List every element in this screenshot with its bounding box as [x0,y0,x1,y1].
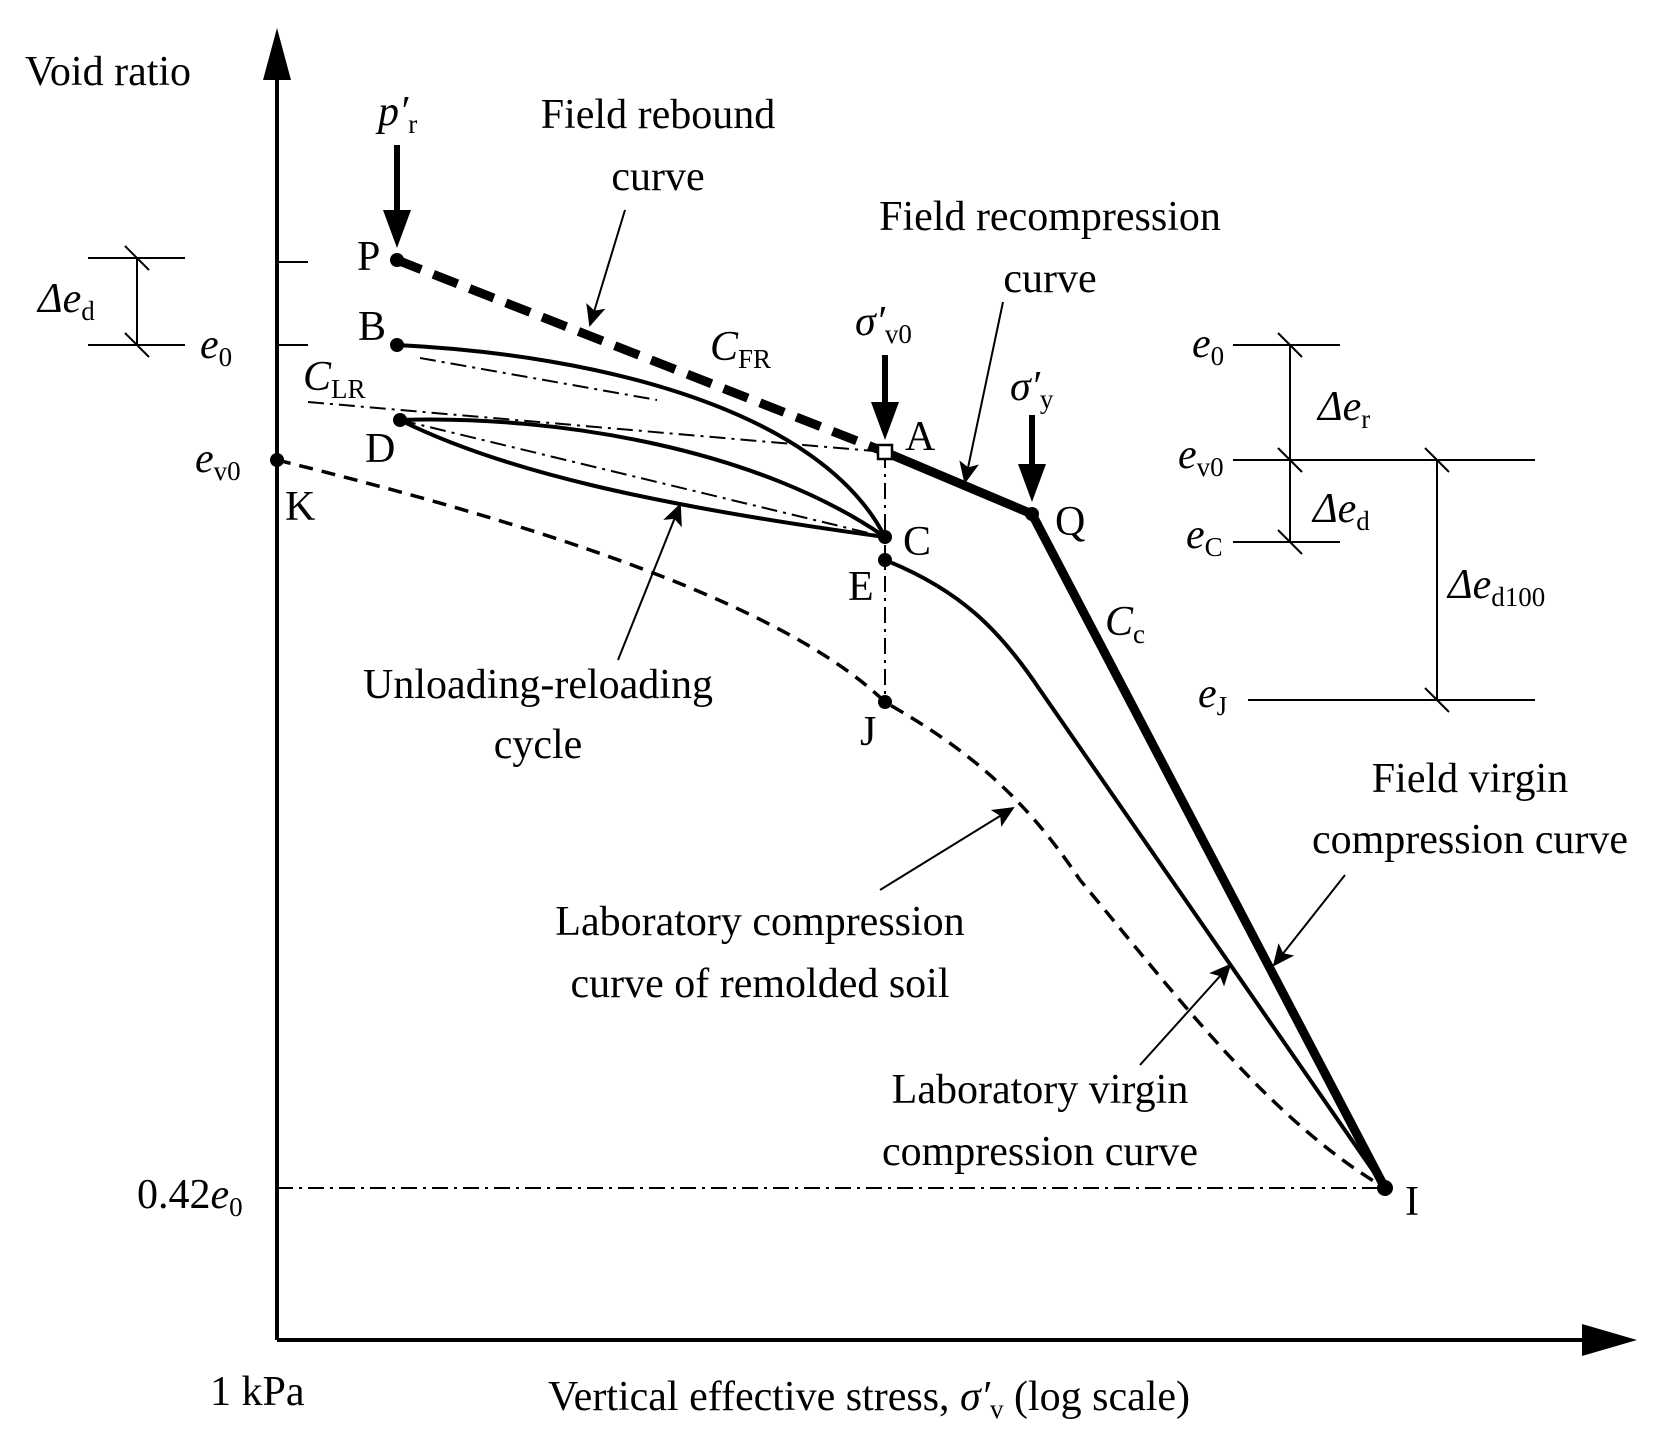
right-ej-label: eJ [1198,671,1227,721]
point-k [270,453,284,467]
delta-ed-bracket-left [88,245,185,358]
point-c [878,530,892,544]
points [270,253,1393,1196]
label-i: I [1405,1179,1419,1225]
field-virgin-pointer [1272,874,1346,967]
field-rebound-pointer [586,209,626,327]
guide-b-segment [419,357,658,401]
point-q [1025,507,1039,521]
right-scale-lines [1233,332,1535,713]
x-origin-label: 1 kPa [210,1369,305,1415]
cc-label: Cc [1105,599,1145,649]
pr-arrow-head [383,210,411,248]
right-e0-label: e0 [1192,321,1224,371]
field-recompression-label-2: curve [1003,256,1096,302]
label-b: B [358,304,386,350]
stress-arrows [383,145,1046,502]
lab-remolded-label-2: curve of remolded soil [570,961,949,1007]
y-axis-label: Void ratio [25,49,191,95]
left-reference-ticks [277,261,308,346]
field-virgin-label-2: compression curve [1312,817,1628,863]
field-recompression-pointer [959,301,1004,484]
unloading-curve [399,417,887,539]
point-p [390,253,404,267]
label-q: Q [1055,499,1085,545]
x-axis-arrowhead [1582,1324,1637,1356]
unloading-reloading-label-2: cycle [494,722,583,768]
label-d: D [365,426,395,472]
delta-ed100-label: Δed100 [1446,562,1545,612]
ev0-left-label: ev0 [195,436,241,486]
label-p: P [357,234,380,280]
pr-label: p′r [375,89,417,139]
reloading-curve [399,418,886,539]
point-labels: P B D K A C E J Q I [285,234,1419,1225]
label-k: K [285,484,315,530]
field-rebound-curve [395,255,887,457]
point-e [878,553,892,567]
guide-lines [277,357,1385,1189]
field-rebound-label-1: Field rebound [541,92,775,138]
field-rebound-label-2: curve [611,154,704,200]
clr-label: CLR [303,354,366,404]
axes [263,28,1637,1356]
field-virgin-label-1: Field virgin [1372,756,1568,802]
sv0-label: σ′v0 [855,299,912,349]
point-b [390,338,404,352]
guide-clr-line [307,401,886,453]
cfr-label: CFR [710,324,771,374]
point-j [878,695,892,709]
x-axis-label: Vertical effective stress, σ′v (log scal… [548,1374,1190,1424]
guide-d-to-c [399,419,886,538]
lab-virgin-label-2: compression curve [882,1129,1198,1175]
right-ec-label: eC [1186,512,1223,562]
delta-ed-right-label: Δed [1311,486,1370,536]
point-a [876,443,894,461]
lab-virgin-pointer [1139,963,1232,1066]
lab-virgin-compression-curve [884,558,1387,1190]
delta-ed-left-label: Δed [36,276,95,326]
label-e: E [848,564,874,610]
field-recompression-label-1: Field recompression [879,194,1221,240]
remolded-soil-curve [276,458,1386,1190]
right-ev0-label: ev0 [1178,432,1224,482]
point-i [1377,1180,1393,1196]
unloading-reloading-pointer [617,503,682,661]
lab-remolded-label-1: Laboratory compression [555,899,964,945]
y-axis-arrowhead [263,28,291,80]
label-c: C [903,519,931,565]
point-d [393,413,407,427]
e0-left-label: e0 [200,322,232,372]
label-a: A [905,414,936,460]
lab-virgin-label-1: Laboratory virgin [892,1067,1189,1113]
lab-remolded-pointer [879,806,1015,891]
unloading-reloading-label-1: Unloading-reloading [363,662,713,708]
sy-label: σ′y [1010,364,1054,414]
label-j: J [860,709,876,755]
delta-er-label: Δer [1316,384,1370,434]
bottom-level-label: 0.42e0 [137,1172,243,1222]
lab-curve-b-to-c [396,343,887,538]
sy-arrow-head [1018,464,1046,502]
sv0-arrow-head [871,402,899,440]
